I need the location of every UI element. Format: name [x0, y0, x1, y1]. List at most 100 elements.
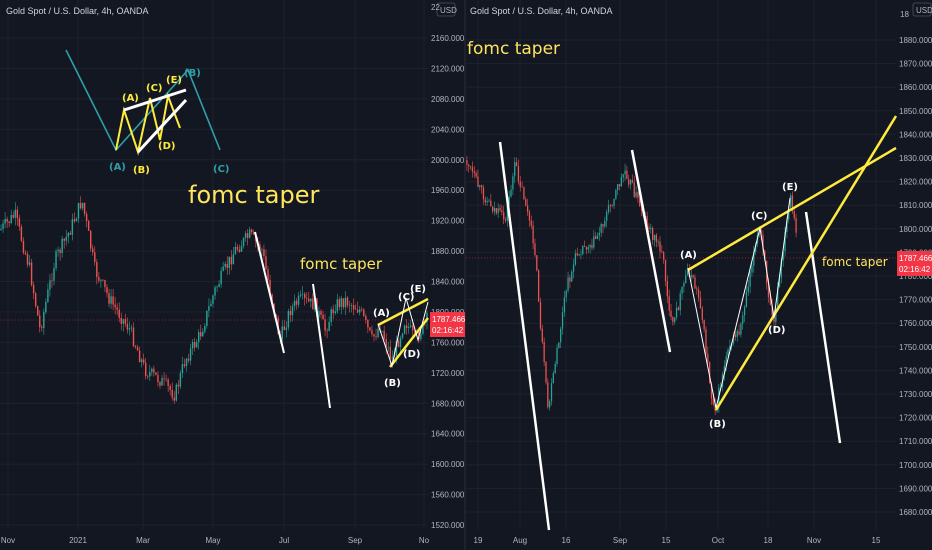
candle — [578, 254, 580, 256]
y-tick-label: 1830.000 — [899, 154, 932, 163]
candle — [67, 233, 69, 237]
candle — [594, 236, 597, 239]
candle — [674, 317, 676, 322]
candle — [338, 299, 341, 307]
candle — [611, 205, 613, 207]
candle — [607, 205, 610, 213]
candle — [661, 251, 663, 253]
candle — [289, 311, 292, 316]
candle — [100, 279, 102, 281]
sketch-label-b: (B) — [133, 165, 150, 176]
candle — [401, 333, 404, 338]
candle — [89, 230, 92, 249]
candle — [299, 294, 302, 296]
left-time-axis[interactable]: Nov 2021 Mar May Jul Sep No — [1, 536, 430, 545]
candle — [30, 262, 33, 285]
candle — [606, 212, 608, 221]
candle — [560, 328, 562, 343]
candle — [775, 307, 777, 322]
candle — [565, 290, 567, 298]
candle — [308, 298, 310, 302]
candle — [403, 325, 406, 334]
candle — [326, 330, 328, 332]
y-tick-label: 1760.000 — [431, 338, 465, 347]
candle — [265, 256, 267, 270]
candle — [740, 323, 742, 335]
candle — [409, 325, 412, 327]
candle — [732, 334, 735, 344]
x-tick-label: Sep — [348, 536, 363, 545]
candle — [271, 294, 273, 304]
candle — [492, 206, 494, 212]
candle — [104, 280, 106, 288]
candle — [580, 254, 582, 255]
x-tick-label: Aug — [513, 536, 527, 545]
candle — [346, 297, 349, 306]
right-upper-trendline — [687, 146, 897, 272]
candle — [466, 160, 468, 165]
x-tick-label: May — [205, 536, 220, 545]
candle — [236, 246, 239, 250]
candle — [352, 305, 355, 310]
candle — [515, 162, 518, 167]
right-time-axis[interactable]: 19 Aug 16 Sep 15 Oct 18 Nov 15 — [474, 536, 881, 545]
left-price-axis[interactable]: 2160.000 2120.000 2080.000 2040.000 2000.000… — [431, 34, 465, 530]
candle — [65, 236, 67, 241]
candle — [791, 195, 794, 212]
candle — [108, 293, 110, 304]
y-tick-label: 2160.000 — [431, 34, 465, 43]
candle — [694, 277, 696, 289]
candle — [69, 233, 72, 235]
left-label-c: (C) — [398, 292, 414, 303]
candle — [361, 309, 363, 310]
candle — [617, 184, 619, 191]
right-price-axis[interactable]: 1880.000 1870.000 1860.000 1850.000 1840.000… — [899, 36, 932, 517]
left-top-partial: 22 — [431, 3, 440, 12]
y-tick-label: 1600.000 — [431, 460, 465, 469]
sketch-label-b-teal: (B) — [184, 68, 201, 79]
candle — [187, 358, 190, 361]
candle — [414, 330, 416, 333]
x-tick-label: Nov — [807, 536, 821, 545]
candle — [157, 374, 159, 383]
candle — [646, 216, 648, 227]
candle — [626, 170, 628, 180]
candle — [287, 311, 290, 328]
candle — [189, 348, 192, 361]
candle — [246, 233, 249, 238]
candle — [165, 378, 167, 380]
right-white-line-3 — [804, 211, 842, 444]
right-currency-badge[interactable] — [912, 2, 932, 17]
candle — [122, 319, 125, 324]
candle — [685, 275, 687, 284]
sketch-label-c-teal: (C) — [213, 164, 229, 175]
left-currency-badge[interactable] — [436, 2, 456, 17]
candle — [32, 284, 35, 294]
left-chart-panel[interactable]: (A) (C) (E) (B) (A) (B) (D) (C) fomc tap… — [0, 0, 466, 545]
candle — [561, 312, 564, 329]
right-chart-panel[interactable]: (A) (B) (C) (D) (E) fomc taper fomc tape… — [466, 0, 932, 545]
y-tick-label: 1920.000 — [431, 217, 465, 226]
right-label-e: (E) — [782, 182, 798, 193]
left-label-b: (B) — [384, 378, 401, 389]
candle — [230, 256, 233, 265]
candle — [786, 219, 788, 232]
candle — [206, 310, 208, 326]
candle — [709, 361, 711, 384]
y-tick-label: 1840.000 — [431, 278, 465, 287]
candle — [14, 209, 16, 218]
right-wave-path — [687, 197, 791, 409]
candle — [73, 219, 76, 222]
candle — [191, 342, 194, 349]
candle — [618, 184, 621, 187]
candle — [407, 326, 410, 329]
candle — [633, 182, 635, 197]
candle — [789, 195, 792, 208]
candle — [20, 226, 23, 241]
x-tick-label: 15 — [872, 536, 881, 545]
candle — [477, 176, 479, 187]
x-tick-label: Jul — [279, 536, 289, 545]
candle — [622, 174, 624, 178]
left-white-line-1 — [254, 231, 285, 354]
candle — [303, 293, 306, 299]
